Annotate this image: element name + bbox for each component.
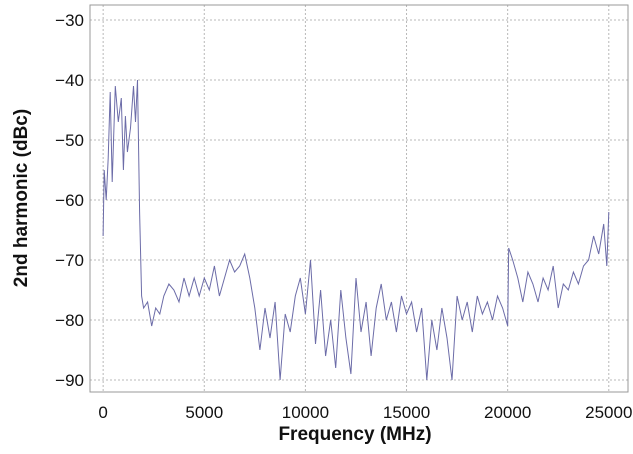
x-tick-label: 20000 bbox=[484, 403, 531, 422]
x-tick-label: 10000 bbox=[282, 403, 329, 422]
data-line bbox=[102, 79, 610, 381]
y-axis-title: 2nd harmonic (dBc) bbox=[11, 109, 32, 287]
y-tick-label: −30 bbox=[55, 11, 84, 30]
x-tick-label: 15000 bbox=[383, 403, 430, 422]
y-tick-label: −90 bbox=[55, 371, 84, 390]
plot-frame bbox=[89, 4, 629, 393]
y-tick-label: −40 bbox=[55, 71, 84, 90]
y-tick-label: −80 bbox=[55, 311, 84, 330]
x-tick-label: 25000 bbox=[585, 403, 632, 422]
y-tick-label: −70 bbox=[55, 251, 84, 270]
y-tick-label: −50 bbox=[55, 131, 84, 150]
x-tick-label: 5000 bbox=[185, 403, 223, 422]
x-axis-title: Frequency (MHz) bbox=[278, 424, 431, 445]
y-tick-label: −60 bbox=[55, 191, 84, 210]
x-tick-label: 0 bbox=[98, 403, 107, 422]
